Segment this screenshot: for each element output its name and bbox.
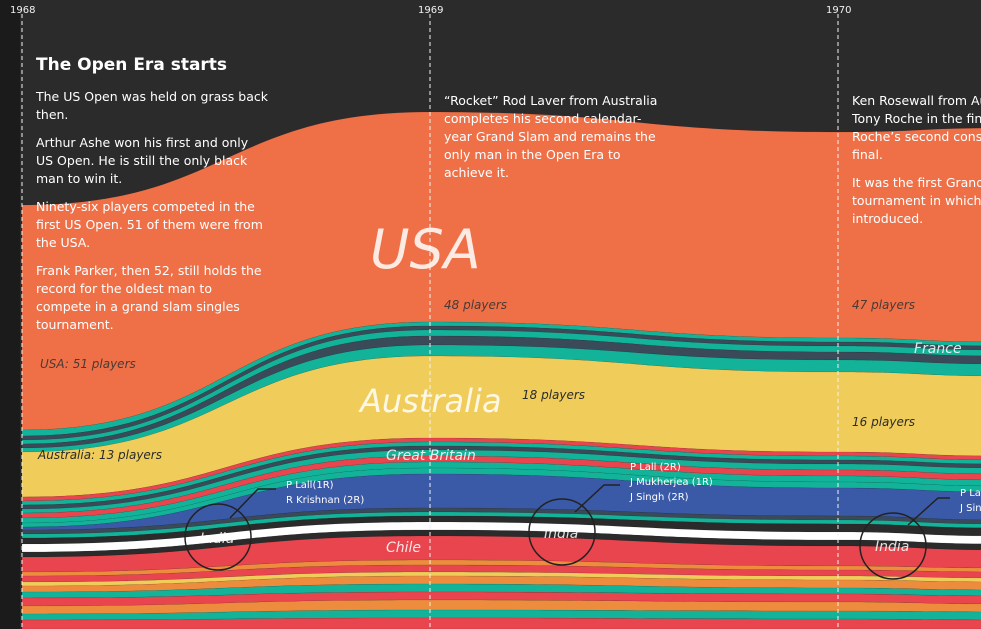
india-circle-1968[interactable] xyxy=(184,503,252,571)
india-label-1968: India xyxy=(200,531,234,547)
annotation-1969-paragraph: “Rocket” Rod Laver from Australia comple… xyxy=(444,93,658,180)
australia-band-label: Australia xyxy=(358,382,502,420)
india-leader-1970 xyxy=(907,497,950,526)
year-label-1969: 1969 xyxy=(418,5,443,16)
india-player-1968-2: R Krishnan (2R) xyxy=(286,495,364,506)
india-leader-1969 xyxy=(574,484,620,513)
australia-count-1970: 16 players xyxy=(852,415,915,429)
country-band[interactable] xyxy=(21,437,981,502)
country-band[interactable] xyxy=(21,441,981,506)
annotation-1970-line: Roche’s second conse xyxy=(852,129,981,144)
india-leader-1968 xyxy=(229,488,276,519)
india-player-1969-2: J Mukherjea (1R) xyxy=(629,477,713,488)
annotation-1970-line: introduced. xyxy=(852,211,924,226)
annotation-1968-paragraph: Arthur Ashe won his first and only US Op… xyxy=(36,135,249,186)
annotation-1969: “Rocket” Rod Laver from Australia comple… xyxy=(444,92,666,192)
annotation-1970-line: final. xyxy=(852,147,883,162)
india-player-1970-1: P La xyxy=(960,488,981,499)
india-player-1969-3: J Singh (2R) xyxy=(629,492,689,503)
annotation-1968-paragraph: The US Open was held on grass back then. xyxy=(36,89,268,122)
country-band[interactable] xyxy=(21,467,981,528)
annotation-1968-paragraph: Frank Parker, then 52, still holds the r… xyxy=(36,263,262,332)
france-band-label: France xyxy=(914,341,962,357)
annotation-1970-line: Tony Roche in the fina xyxy=(852,111,981,126)
annotation-1970: Ken Rosewall from Au Tony Roche in the f… xyxy=(852,92,981,228)
india-circle-1969[interactable] xyxy=(528,498,596,566)
australia-count-1969: 18 players xyxy=(522,388,585,402)
country-band[interactable] xyxy=(21,445,981,510)
india-player-1970-2: J Sin xyxy=(959,503,981,514)
country-band[interactable] xyxy=(21,449,981,514)
chile-band-label: Chile xyxy=(386,540,421,556)
country-band[interactable] xyxy=(21,455,981,519)
annotation-1968-paragraph: Ninety-six players competed in the first… xyxy=(36,199,263,250)
annotation-1970-line: tournament in which xyxy=(852,193,981,208)
year-label-1970: 1970 xyxy=(826,5,851,16)
annotation-1968-title: The Open Era starts xyxy=(36,55,228,75)
australia-count-1968: Australia: 13 players xyxy=(37,448,162,462)
usa-count-1969: 48 players xyxy=(444,298,507,312)
great-britain-band-label: Great Britain xyxy=(386,448,476,464)
left-edge-bar xyxy=(0,0,20,629)
usa-count-1968: USA: 51 players xyxy=(40,357,136,371)
india-circle-1970[interactable] xyxy=(859,512,927,580)
india-label-1969: India xyxy=(544,526,578,542)
country-band[interactable] xyxy=(21,461,981,524)
usa-band-label: USA xyxy=(370,218,481,281)
india-player-1969-1: P Lall (2R) xyxy=(630,462,681,473)
annotation-1970-line: It was the first Grand xyxy=(852,175,981,190)
country-band[interactable] xyxy=(21,617,981,629)
streamgraph-bands xyxy=(21,111,981,629)
year-label-1968: 1968 xyxy=(10,5,35,16)
usa-count-1970: 47 players xyxy=(852,298,915,312)
india-player-1968-1: P Lall(1R) xyxy=(286,480,334,491)
india-label-1970: India xyxy=(875,539,909,555)
annotation-1968: The Open Era starts The US Open was held… xyxy=(36,56,268,344)
annotation-1970-line: Ken Rosewall from Au xyxy=(852,93,981,108)
